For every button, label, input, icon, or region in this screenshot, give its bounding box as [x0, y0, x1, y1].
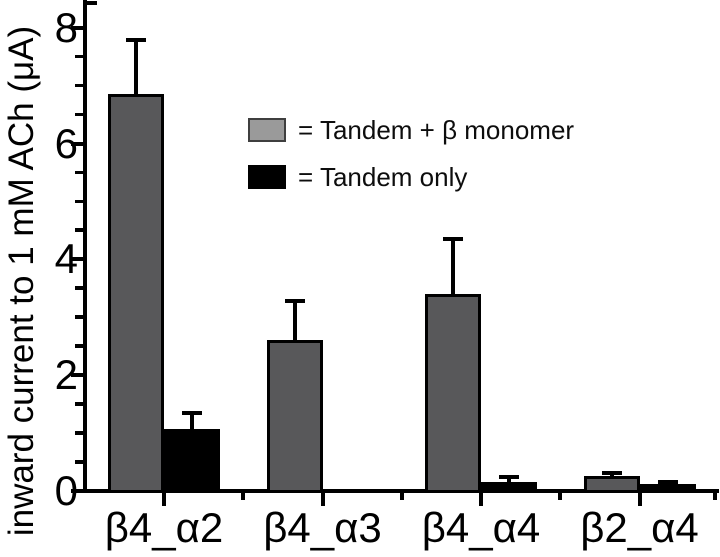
error-bar-stem [190, 411, 194, 430]
x-major-tick [320, 491, 325, 506]
y-tick-label: 6 [54, 119, 78, 167]
legend-label-tandem-monomer: = Tandem + β monomer [298, 115, 575, 145]
y-minor-tick [75, 54, 84, 59]
y-major-tick [71, 257, 84, 262]
error-bar-cap [657, 480, 678, 485]
x-minor-tick [558, 491, 563, 500]
y-tick-label: 4 [54, 235, 78, 283]
x-category-label-2: β4_α4 [421, 504, 541, 551]
y-minor-tick [75, 228, 84, 232]
bar-tandem-monomer-3 [583, 475, 640, 493]
y-minor-tick [75, 431, 84, 435]
y-axis-line [83, 0, 87, 493]
error-bar-cap [182, 410, 202, 415]
x-major-tick [479, 491, 483, 506]
legend-swatch-black-icon [248, 165, 286, 189]
bar-tandem-only-0 [164, 429, 220, 493]
y-minor-tick [75, 170, 84, 175]
bar-tandem-monomer-1 [266, 340, 323, 493]
bar-tandem-monomer-0 [108, 94, 164, 493]
y-minor-tick [75, 286, 84, 290]
error-bar-cap [601, 471, 622, 476]
bar-tandem-monomer-2 [425, 294, 481, 493]
x-category-label-3: β2_α4 [580, 504, 699, 551]
y-major-tick [71, 141, 84, 146]
y-minor-tick [75, 460, 84, 464]
x-major-tick [162, 491, 166, 506]
y-major-tick [71, 373, 84, 378]
y-minor-tick [75, 315, 84, 319]
y-tick-label: 8 [54, 3, 78, 51]
x-category-label-1: β4_α3 [263, 504, 382, 551]
y-minor-tick [75, 344, 84, 348]
legend: = Tandem + β monomer = Tandem only [248, 116, 574, 210]
x-major-tick [637, 491, 642, 506]
error-bar-stem [134, 39, 138, 95]
legend-label-tandem-only: = Tandem only [298, 162, 468, 192]
y-tick-label: 2 [54, 351, 78, 399]
x-category-label-0: β4_α2 [104, 504, 224, 551]
y-axis-top-tick [87, 1, 97, 5]
bar-tandem-only-3 [639, 484, 696, 493]
y-major-tick [71, 25, 84, 30]
error-bar-cap [443, 236, 463, 241]
error-bar-stem [451, 237, 455, 295]
legend-swatch-gray-icon [248, 118, 286, 142]
x-minor-tick [713, 491, 717, 500]
y-minor-tick [75, 402, 84, 406]
legend-item-tandem-monomer: = Tandem + β monomer [248, 116, 574, 144]
error-bar-stem [292, 299, 297, 341]
bar-tandem-only-2 [481, 481, 537, 493]
x-minor-tick [241, 491, 246, 500]
y-minor-tick [75, 112, 84, 117]
y-tick-label: 0 [54, 467, 78, 514]
error-bar-cap [499, 474, 519, 479]
y-minor-tick [75, 83, 84, 88]
x-minor-tick [399, 491, 404, 500]
error-bar-cap [126, 38, 146, 43]
error-bar-cap [284, 298, 305, 303]
legend-item-tandem-only: = Tandem only [248, 163, 574, 191]
y-major-tick [71, 489, 84, 493]
y-minor-tick [75, 199, 84, 203]
